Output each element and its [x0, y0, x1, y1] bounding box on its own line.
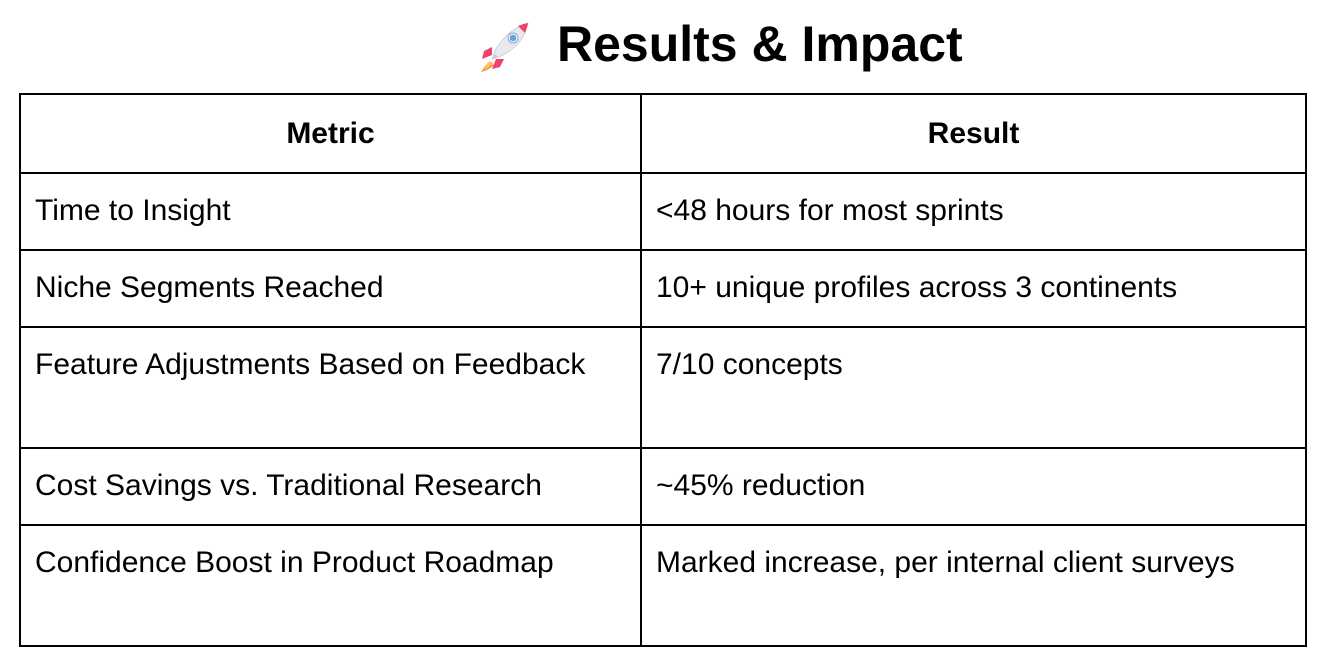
result-cell: <48 hours for most sprints	[640, 172, 1307, 251]
table-row: Confidence Boost in Product Roadmap Mark…	[19, 524, 1307, 647]
table-header-row: Metric Result	[19, 93, 1307, 174]
results-table: Metric Result Time to Insight <48 hours …	[19, 93, 1307, 647]
table-row: Niche Segments Reached 10+ unique profil…	[19, 249, 1307, 328]
result-cell: 10+ unique profiles across 3 continents	[640, 249, 1307, 328]
table-row: Feature Adjustments Based on Feedback 7/…	[19, 326, 1307, 449]
column-header-result: Result	[640, 93, 1307, 174]
metric-cell: Cost Savings vs. Traditional Research	[19, 447, 642, 526]
metric-cell: Niche Segments Reached	[19, 249, 642, 328]
metric-cell: Time to Insight	[19, 172, 642, 251]
page-header: Results & Impact	[0, 0, 1324, 92]
rocket-icon	[481, 22, 529, 72]
result-cell: Marked increase, per internal client sur…	[640, 524, 1307, 647]
metric-cell: Confidence Boost in Product Roadmap	[19, 524, 642, 647]
result-cell: ~45% reduction	[640, 447, 1307, 526]
page-title: Results & Impact	[557, 16, 963, 72]
table-row: Cost Savings vs. Traditional Research ~4…	[19, 447, 1307, 526]
column-header-metric: Metric	[19, 93, 642, 174]
result-cell: 7/10 concepts	[640, 326, 1307, 449]
metric-cell: Feature Adjustments Based on Feedback	[19, 326, 642, 449]
table-row: Time to Insight <48 hours for most sprin…	[19, 172, 1307, 251]
